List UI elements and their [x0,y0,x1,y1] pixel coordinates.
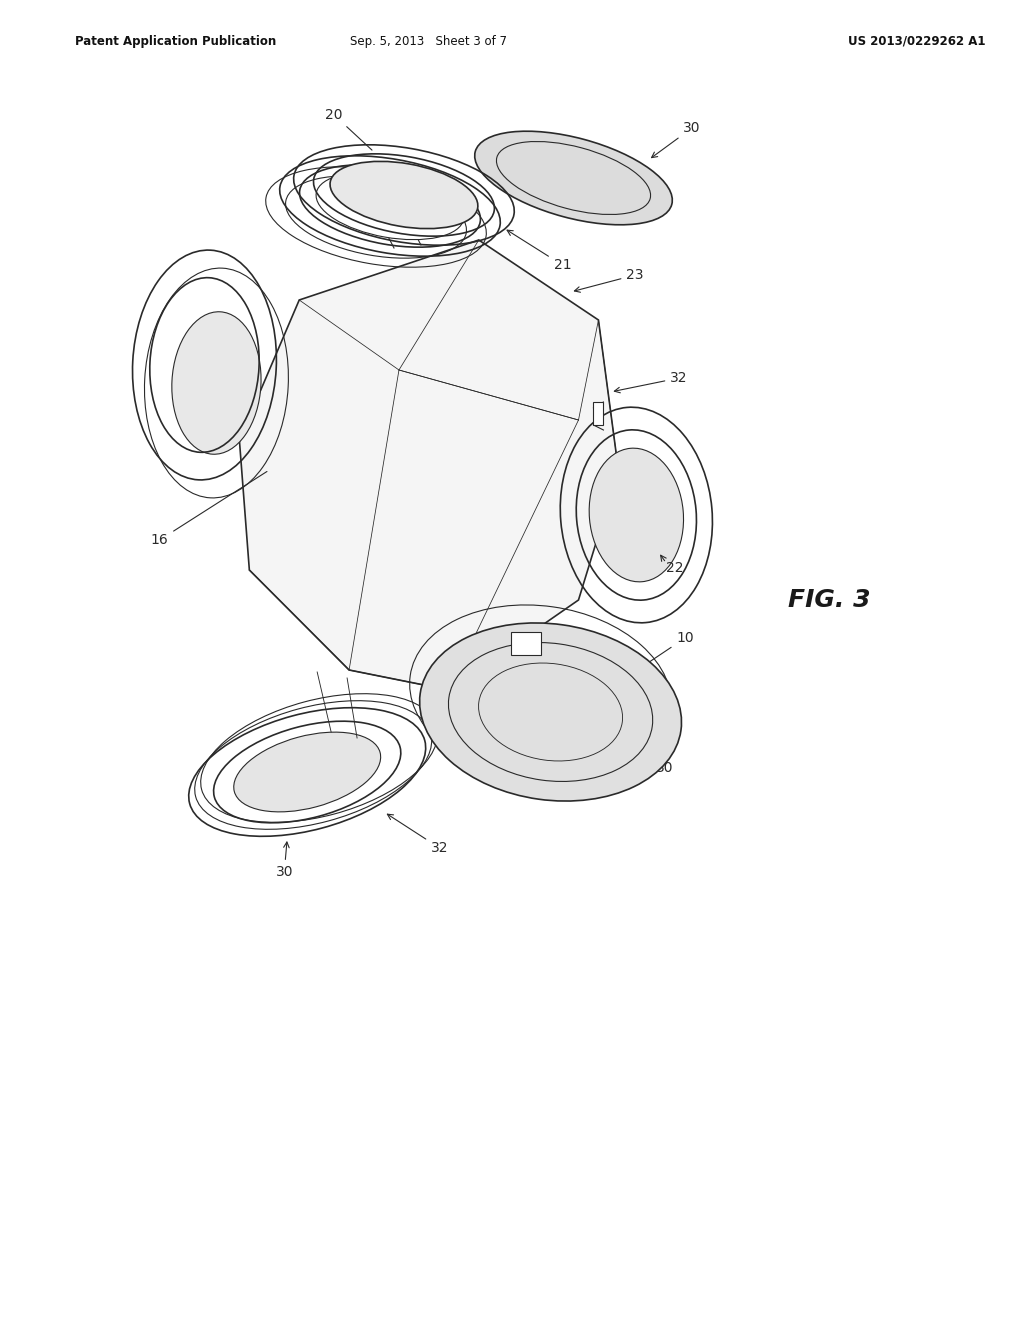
Text: 30: 30 [624,744,674,775]
Ellipse shape [233,733,381,812]
Text: 30: 30 [275,842,293,879]
Text: 21: 21 [507,230,571,272]
Polygon shape [594,403,603,425]
Text: 10: 10 [644,631,694,665]
Text: Patent Application Publication: Patent Application Publication [75,36,276,48]
Text: 30: 30 [651,121,700,157]
Text: 23: 23 [574,268,644,292]
Polygon shape [511,632,541,655]
Ellipse shape [330,161,478,228]
Text: 16: 16 [151,471,267,546]
Ellipse shape [420,623,682,801]
Text: 20: 20 [326,108,372,150]
Ellipse shape [589,449,684,582]
Polygon shape [240,240,618,690]
Text: 24: 24 [547,623,564,638]
Ellipse shape [316,173,464,240]
Ellipse shape [475,131,673,224]
Ellipse shape [172,312,261,454]
Text: US 2013/0229262 A1: US 2013/0229262 A1 [848,36,985,48]
Text: 32: 32 [614,371,688,393]
Text: 32: 32 [387,814,449,855]
Text: FIG. 3: FIG. 3 [787,587,870,612]
Text: 22: 22 [667,561,684,576]
Text: Sep. 5, 2013   Sheet 3 of 7: Sep. 5, 2013 Sheet 3 of 7 [350,36,507,48]
